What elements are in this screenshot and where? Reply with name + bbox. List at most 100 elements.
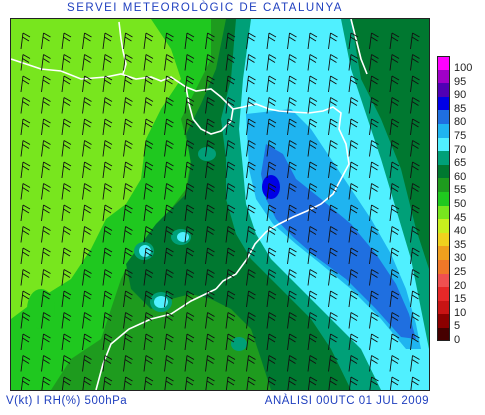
wind-barb [287, 226, 297, 243]
wind-barb [328, 333, 338, 351]
wind-barb [205, 376, 215, 390]
legend-label: 50 [454, 197, 467, 210]
legend-swatch [437, 273, 450, 288]
wind-barb [266, 269, 277, 286]
wind-barb [307, 290, 318, 308]
wind-barb [307, 376, 318, 390]
wind-barb [307, 333, 318, 351]
wind-barb [82, 247, 92, 265]
legend-swatch [437, 56, 450, 70]
wind-barb [184, 161, 195, 179]
wind-barb [328, 54, 338, 71]
wind-barb [287, 376, 297, 390]
wind-barb [41, 355, 51, 372]
wind-barb [61, 269, 72, 286]
wind-barb [225, 376, 236, 390]
wind-barb [184, 247, 195, 265]
wind-barb [348, 290, 359, 308]
wind-barb [225, 247, 236, 265]
legend-item: 20 [437, 273, 485, 292]
wind-barb [246, 290, 256, 308]
wind-barb [328, 355, 338, 372]
wind-barb [61, 204, 72, 222]
wind-barb [41, 204, 51, 222]
wind-barb [143, 32, 154, 50]
legend-label: 60 [454, 170, 467, 183]
wind-barb [266, 355, 277, 372]
wind-barb [266, 376, 277, 390]
legend-swatch [437, 314, 450, 328]
wind-barb [369, 355, 379, 372]
wind-barb [123, 355, 133, 372]
wind-barb [20, 355, 31, 372]
wind-barb [123, 118, 133, 136]
color-legend: 100 95 90 85 80 75 70 65 60 55 50 45 40 35 30 25 20 15 10 5… [437, 56, 485, 346]
wind-barb [102, 97, 113, 114]
legend-item: 40 [437, 219, 485, 237]
legend-swatch [437, 287, 450, 301]
wind-barb [410, 247, 420, 265]
wind-barb [143, 75, 154, 93]
wind-barb [20, 269, 31, 286]
wind-barb [246, 161, 256, 179]
rh-field-80 [261, 144, 416, 339]
wind-barb [328, 97, 338, 114]
wind-barb [307, 97, 318, 114]
wind-barb [184, 226, 195, 243]
legend-swatch [437, 259, 450, 274]
wind-barb [41, 290, 51, 308]
wind-barb [41, 312, 51, 329]
wind-barb [184, 312, 195, 329]
wind-barb [348, 140, 359, 157]
wind-barb [369, 54, 379, 71]
wind-barb [410, 269, 420, 286]
wind-barb [287, 247, 297, 265]
wind-barb [369, 290, 379, 308]
wind-barb [164, 376, 174, 390]
wind-barb [410, 204, 420, 222]
wind-barb [61, 97, 72, 114]
wind-barb [307, 118, 318, 136]
wind-barb [41, 376, 51, 390]
wind-barb [307, 247, 318, 265]
wind-barb [307, 269, 318, 286]
wind-barb [123, 312, 133, 329]
legend-swatch [437, 110, 450, 124]
wind-barb [246, 333, 256, 351]
legend-item: 15 [437, 287, 485, 305]
wind-barb [266, 204, 277, 222]
wind-barb [82, 75, 92, 93]
wind-barb [164, 161, 174, 179]
legend-item: 45 [437, 205, 485, 224]
wind-barb [369, 269, 379, 286]
wind-barb [20, 183, 31, 200]
wind-barb [61, 333, 72, 351]
wind-barb [410, 333, 420, 351]
wind-barb [143, 376, 154, 390]
wind-barb [61, 312, 72, 329]
legend-item: 60 [437, 164, 485, 183]
wind-barb [102, 75, 113, 93]
wind-barb [225, 312, 236, 329]
wind-barb [389, 355, 400, 372]
wind-barb [287, 75, 297, 93]
wind-barb [205, 32, 215, 50]
product-label: V(kt) I RH(%) 500hPa [6, 395, 128, 407]
wind-barb [20, 140, 31, 157]
wind-barb [205, 269, 215, 286]
wind-barb [205, 204, 215, 222]
wind-barb [246, 140, 256, 157]
wind-barb [102, 183, 113, 200]
wind-barb [246, 204, 256, 222]
legend-label: 0 [454, 333, 461, 346]
wind-barb [369, 75, 379, 93]
wind-barb [164, 269, 174, 286]
wind-barb [389, 32, 400, 50]
wind-barb [205, 312, 215, 329]
wind-barb [82, 54, 92, 71]
wind-barb [164, 290, 174, 308]
wind-barb [225, 54, 236, 71]
wind-barb [102, 54, 113, 71]
rh-field-85 [262, 175, 280, 199]
legend-item: 30 [437, 246, 485, 264]
